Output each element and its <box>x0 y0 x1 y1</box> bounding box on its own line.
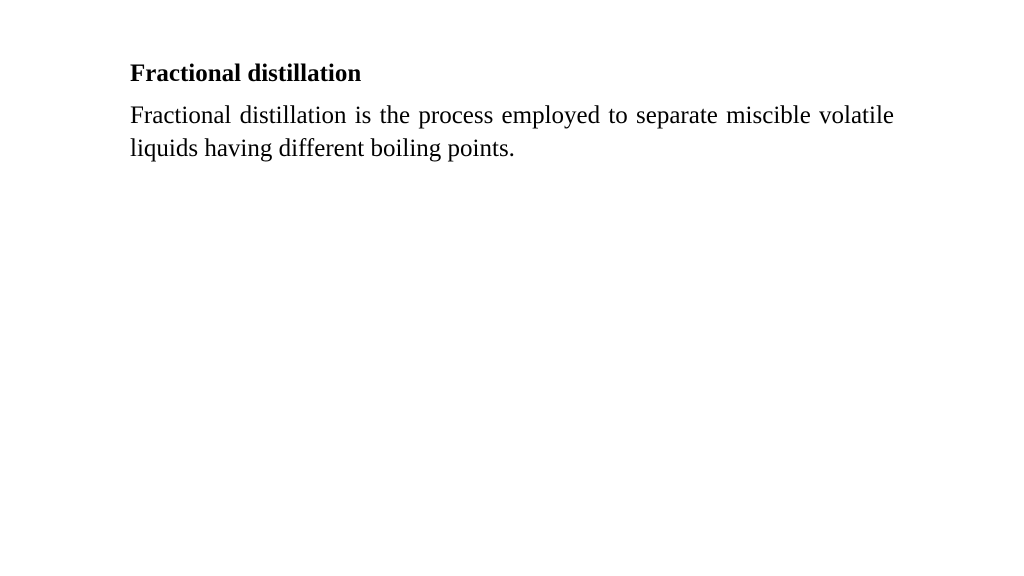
document-body: Fractional distillation is the process e… <box>130 99 894 167</box>
document-heading: Fractional distillation <box>130 58 894 91</box>
